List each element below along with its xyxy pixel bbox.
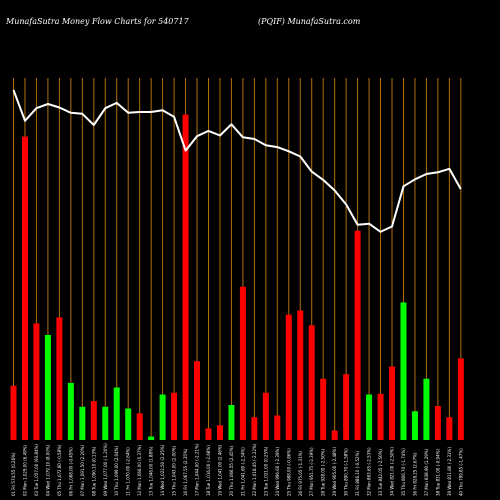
money-flow-bar xyxy=(239,286,246,440)
x-tick-label: 13 Tue 1,046.00 (1.88%) xyxy=(149,446,154,496)
money-flow-bar xyxy=(33,323,40,440)
money-flow-bar xyxy=(343,374,350,440)
x-tick-label: 16 Fri 1,067.55 (2.35%) xyxy=(183,448,188,496)
x-tick-label: 39 Wed 811.80 (-2.31%) xyxy=(447,447,452,496)
x-tick-label: 09 Wed 1,077.00 (-1.20%) xyxy=(103,443,108,496)
money-flow-bar xyxy=(423,378,430,440)
site-name: (PQIF) MunafaSutra.com xyxy=(258,17,361,26)
x-tick-label: 36 Fri 828.25 (2.67%) xyxy=(412,452,417,496)
x-tick-label: 18 Tue 1,016.00 (-2.68%) xyxy=(206,445,211,496)
money-flow-bar xyxy=(389,366,396,440)
x-tick-label: 15 Thu 1,043.00 (2.00%) xyxy=(172,446,177,496)
x-tick-label: 03 Tue 1,057.00 (93.84%) xyxy=(34,444,39,496)
money-flow-bar xyxy=(262,392,269,440)
x-tick-label: 31 Fri 886.10 (-0.52%) xyxy=(355,451,360,496)
money-flow-bar xyxy=(136,413,143,440)
x-tick-label: 14 Wed 1,022.50 (2.25%) xyxy=(160,444,165,496)
grid-lines xyxy=(13,78,462,440)
money-flow-bar xyxy=(194,361,201,440)
x-tick-label: 17 Mon 1,044.00 (-2.21%) xyxy=(195,443,200,496)
money-flow-bar xyxy=(148,436,155,440)
money-flow-bar xyxy=(79,406,86,440)
money-flow-bar xyxy=(228,405,235,440)
x-axis-labels: 01 Fri 574.55 (0.26%) 02 Mon 1,029.00 (6.… xyxy=(11,443,463,496)
money-flow-bar xyxy=(354,230,361,440)
money-flow-bar xyxy=(366,394,373,440)
price-line-group xyxy=(12,89,462,233)
x-tick-label: 23 Tue 1,021.00 (0.25%) xyxy=(263,446,268,496)
x-tick-label: 10 Thu 1,099.00 (2.04%) xyxy=(114,446,119,496)
x-tick-label: 25 Thu 988.00 (-0.86%) xyxy=(286,448,291,496)
money-flow-bar xyxy=(21,136,28,441)
price-line xyxy=(12,89,462,233)
chart-title: MunafaSutra Money Flow Charts for 540717 xyxy=(6,17,189,26)
money-flow-bars xyxy=(10,114,464,441)
money-flow-bar xyxy=(102,406,109,440)
money-flow-bar xyxy=(411,411,418,440)
x-tick-label: 06 Fri 1,068.00 (-0.45%) xyxy=(68,447,73,496)
money-flow-bar xyxy=(446,417,453,440)
x-tick-label: 33 Tue 842.05 (-2.50%) xyxy=(378,449,383,496)
money-flow-bar xyxy=(44,335,51,440)
x-tick-label: 08 Tue 1,090.10 (0.13%) xyxy=(91,446,96,496)
money-flow-bar xyxy=(377,393,384,440)
money-flow-bar xyxy=(320,378,327,440)
money-flow-bar xyxy=(274,415,281,440)
money-flow-bar xyxy=(216,425,223,440)
x-tick-label: 04 Wed 1,079.10 (8.00%) xyxy=(45,444,50,496)
x-tick-label: 26 Fri 975.05 (-1.31%) xyxy=(298,451,303,496)
money-flow-bar xyxy=(56,317,63,440)
x-tick-label: 37 Mon 838.90 (1.29%) xyxy=(424,448,429,496)
money-flow-bar xyxy=(434,406,441,440)
x-tick-label: 38 Tue 831.00 (-0.94%) xyxy=(435,449,440,496)
x-tick-label: 30 Thu 890.70 (-1.58%) xyxy=(344,448,349,496)
x-tick-label: 12 Mon 1,066.00 (0.37%) xyxy=(137,445,142,496)
money-flow-bar xyxy=(67,382,74,440)
money-flow-bar xyxy=(457,358,464,440)
x-tick-label: 20 Thu 1,066.55 (2.45%) xyxy=(229,446,234,496)
money-flow-bar xyxy=(90,401,97,440)
money-flow-bar xyxy=(285,314,292,440)
money-flow-bar xyxy=(171,392,178,440)
x-tick-label: 02 Mon 1,029.00 (6.49%) xyxy=(22,445,27,496)
money-flow-bar xyxy=(308,325,315,440)
x-tick-label: 21 Fri 1,041.60 (-2.34%) xyxy=(240,447,245,496)
x-tick-label: 19 Wed 1,041.00 (2.46%) xyxy=(217,444,222,496)
money-flow-bar xyxy=(251,417,258,440)
x-tick-label: 34 Wed 821.00 (-2.50%) xyxy=(390,447,395,496)
x-tick-label: 40 Thu 799.85 (-1.47%) xyxy=(458,448,463,496)
x-tick-label: 32 Mon 863.65 (-2.53%) xyxy=(367,447,372,496)
money-flow-bar xyxy=(331,430,338,440)
money-flow-bar xyxy=(182,114,189,440)
money-flow-bar xyxy=(125,408,132,440)
x-tick-label: 22 Mon 1,018.45 (-2.22%) xyxy=(252,443,257,496)
x-tick-label: 11 Fri 1,070.00 (-2.64%) xyxy=(126,447,131,496)
x-tick-label: 24 Wed 996.60 (-2.39%) xyxy=(275,447,280,496)
money-flow-bar xyxy=(400,302,407,440)
money-flow-bar xyxy=(113,387,120,440)
x-tick-label: 27 Mon 951.75 (-2.39%) xyxy=(309,447,314,496)
x-tick-label: 01 Fri 574.55 (0.26%) xyxy=(11,452,16,496)
money-flow-bar xyxy=(205,428,212,440)
money-flow-bar xyxy=(10,385,17,440)
x-tick-label: 35 Thu 806.70 (-1.74%) xyxy=(401,448,406,496)
x-tick-label: 28 Tue 928.00 (-2.50%) xyxy=(321,449,326,496)
money-flow-bar xyxy=(159,394,166,440)
x-tick-label: 07 Mon 1,091.50 (2.20%) xyxy=(80,445,85,496)
x-tick-label: 29 Wed 905.00 (-2.48%) xyxy=(332,447,337,496)
x-tick-label: 05 Thu 1,072.80 (-0.58%) xyxy=(57,444,62,496)
money-flow-bar xyxy=(297,310,304,440)
